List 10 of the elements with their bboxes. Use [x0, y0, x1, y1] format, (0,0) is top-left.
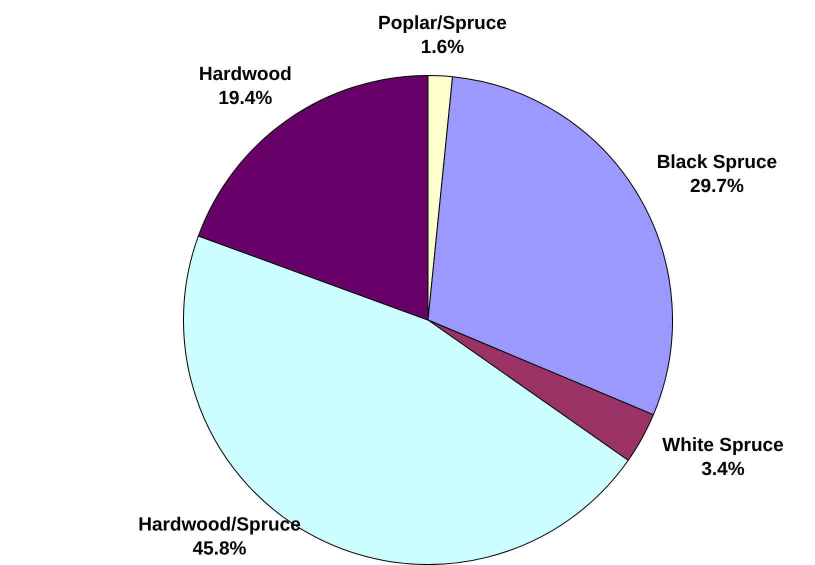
- slice-label: Poplar/Spruce: [378, 13, 507, 34]
- data-label: 19.4%: [218, 88, 272, 110]
- slice-label: Black Spruce: [656, 152, 778, 173]
- data-label: 29.7%: [690, 176, 744, 197]
- data-label: 3.4%: [701, 458, 745, 480]
- slice-label: Hardwood/Spruce: [138, 514, 301, 536]
- slice-label: White Spruce: [662, 434, 784, 456]
- slice-label: Hardwood: [198, 64, 292, 86]
- data-label: 1.6%: [420, 37, 464, 58]
- data-label: 45.8%: [192, 538, 247, 560]
